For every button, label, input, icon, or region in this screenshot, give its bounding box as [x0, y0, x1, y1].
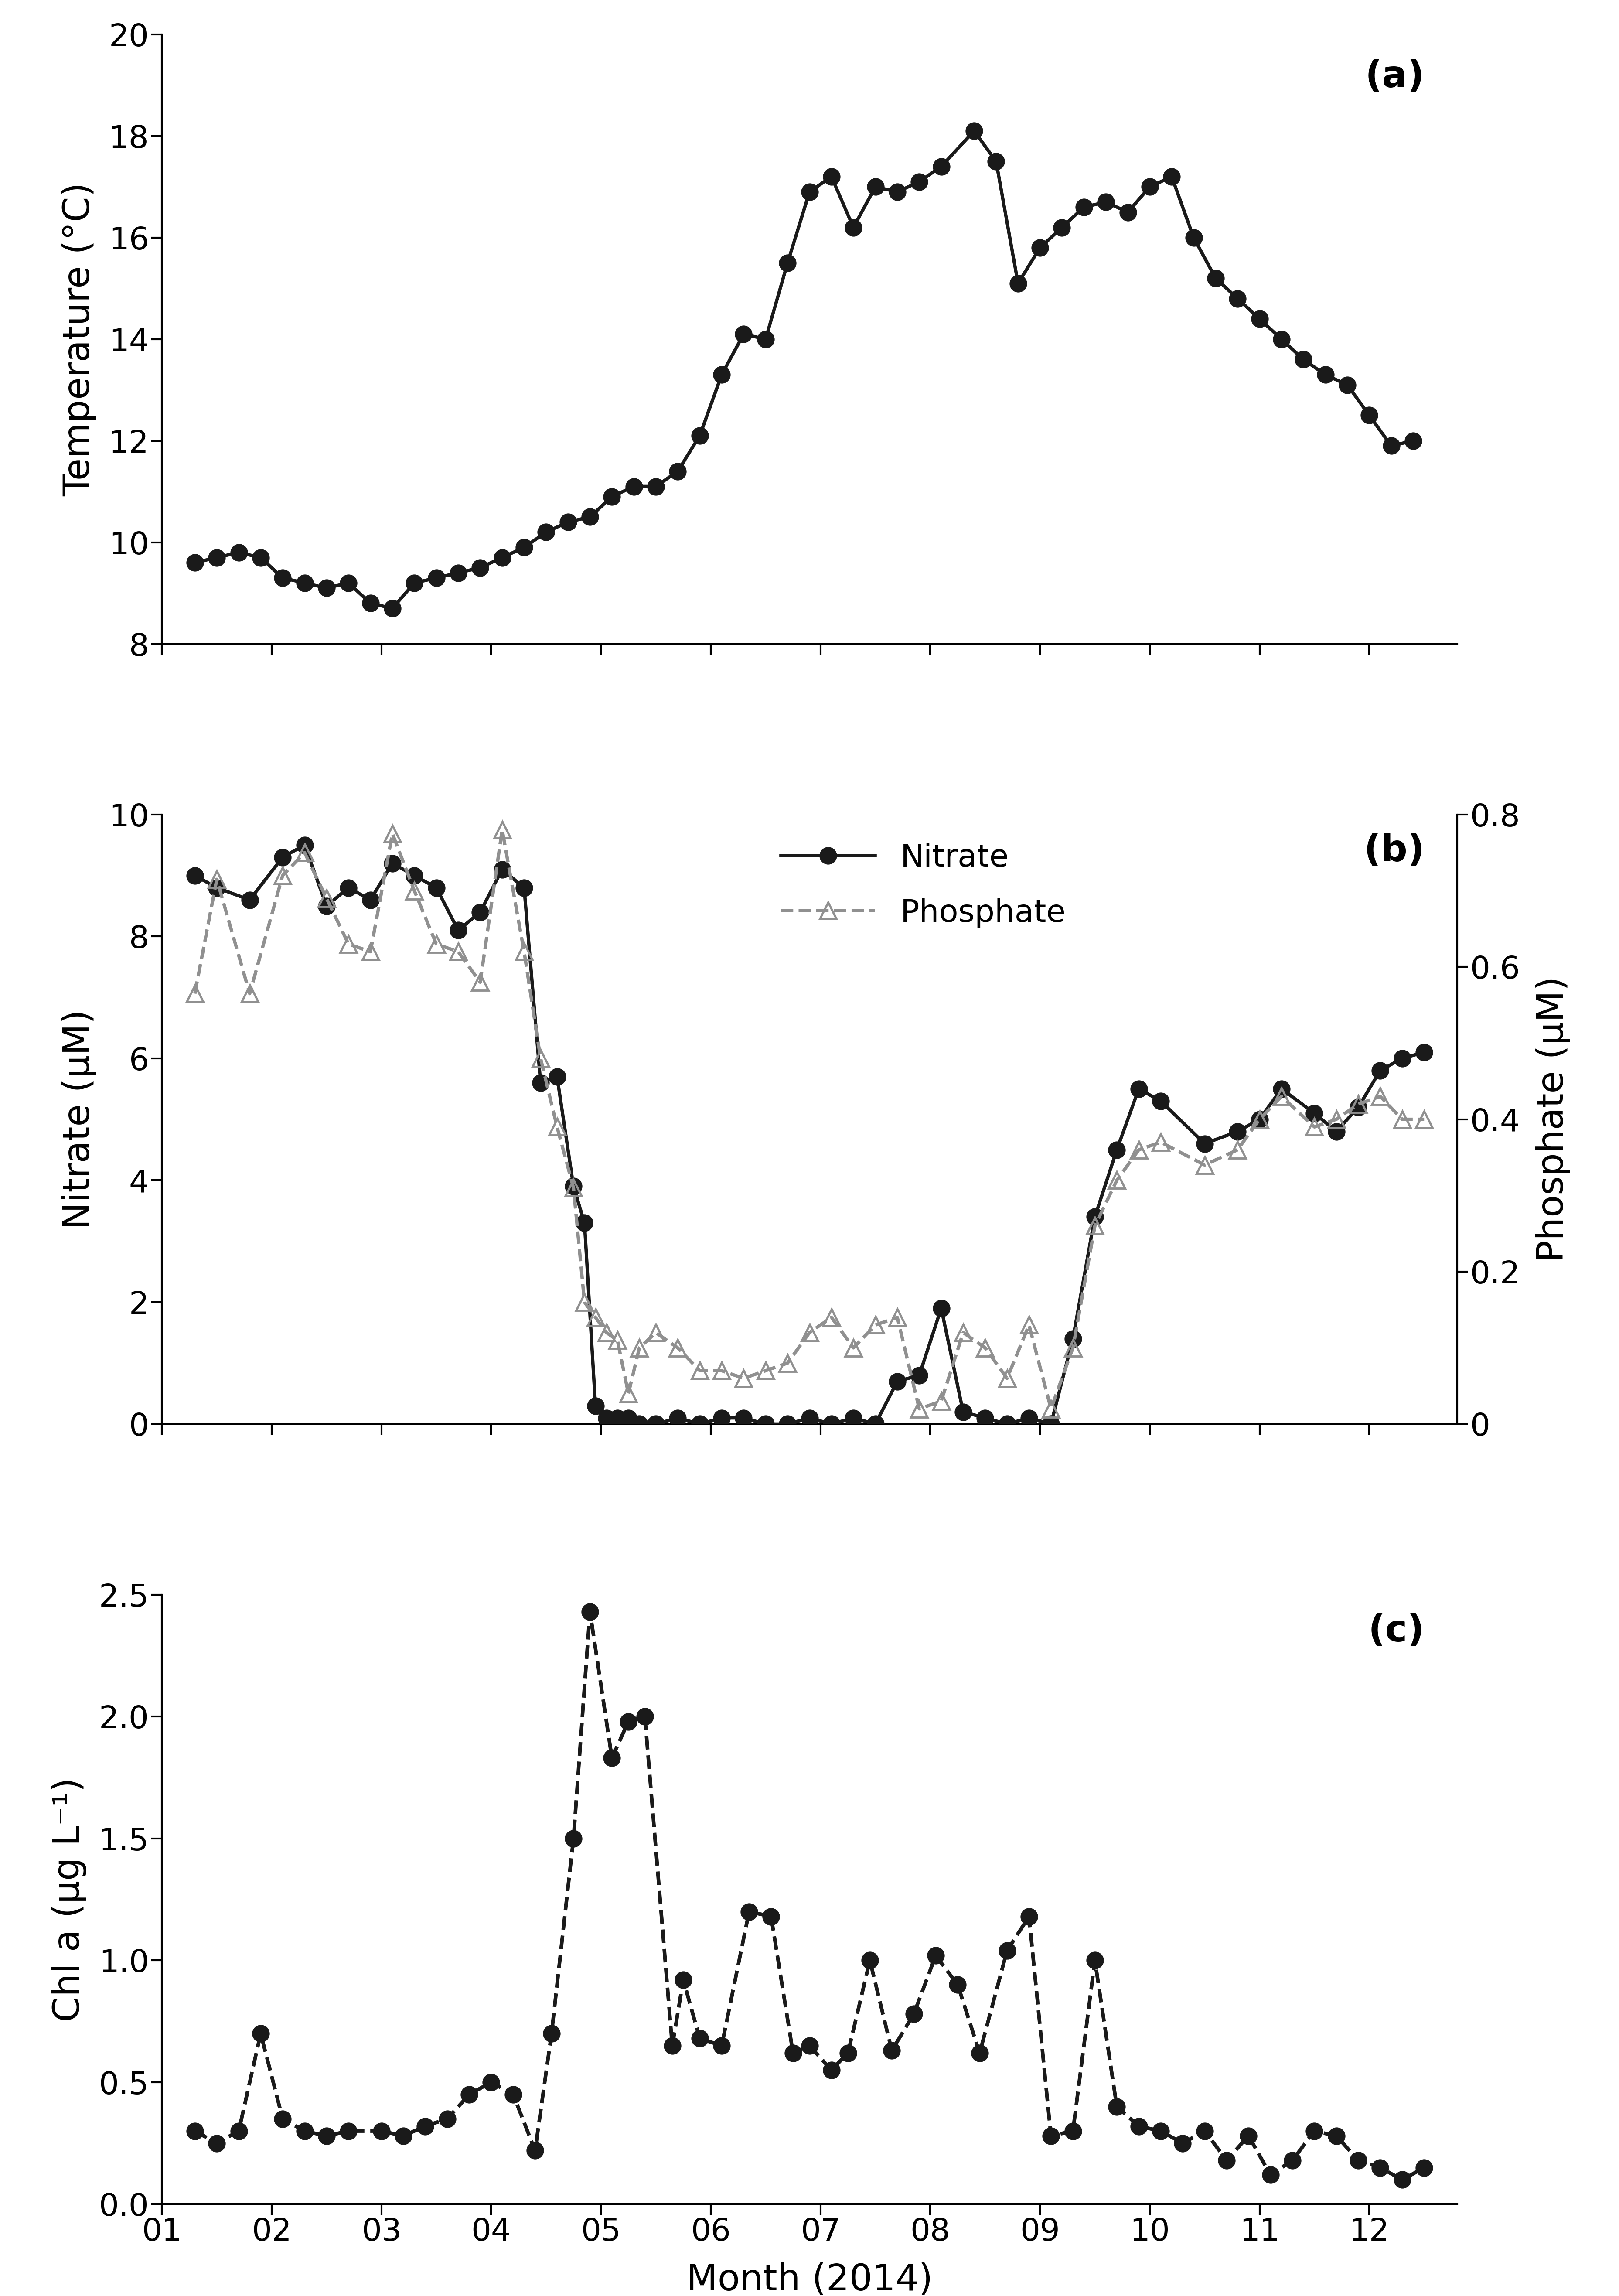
- Text: (c): (c): [1368, 1614, 1425, 1649]
- Phosphate: [531, 1045, 550, 1072]
- Nitrate: [185, 861, 204, 889]
- Nitrate: [531, 1070, 550, 1097]
- Nitrate: [1250, 1107, 1269, 1134]
- Nitrate: [630, 1410, 649, 1437]
- Y-axis label: Phosphate (μM): Phosphate (μM): [1535, 976, 1570, 1263]
- Phosphate: [515, 939, 534, 967]
- Phosphate: [1250, 1107, 1269, 1134]
- Phosphate: [1371, 1084, 1391, 1111]
- Line: Phosphate: Phosphate: [186, 822, 1433, 1417]
- Nitrate: [515, 875, 534, 902]
- Phosphate: [492, 815, 512, 843]
- Phosphate: [997, 1364, 1017, 1391]
- Nitrate: [295, 831, 314, 859]
- Y-axis label: Nitrate (μM): Nitrate (μM): [62, 1010, 97, 1228]
- Line: Nitrate: Nitrate: [186, 836, 1433, 1433]
- Text: (a): (a): [1365, 60, 1425, 94]
- Phosphate: [1085, 1212, 1104, 1240]
- Nitrate: [1085, 1203, 1104, 1231]
- Nitrate: [997, 1410, 1017, 1437]
- Phosphate: [910, 1396, 929, 1424]
- X-axis label: Month (2014): Month (2014): [686, 2262, 933, 2296]
- Phosphate: [185, 980, 204, 1008]
- Nitrate: [1371, 1056, 1391, 1084]
- Y-axis label: Temperature (°C): Temperature (°C): [62, 181, 97, 496]
- Text: (b): (b): [1363, 833, 1425, 870]
- Legend: Nitrate, Phosphate: Nitrate, Phosphate: [767, 831, 1078, 941]
- Phosphate: [1415, 1107, 1434, 1134]
- Y-axis label: Chl a (μg L⁻¹): Chl a (μg L⁻¹): [52, 1777, 86, 2020]
- Nitrate: [1415, 1038, 1434, 1065]
